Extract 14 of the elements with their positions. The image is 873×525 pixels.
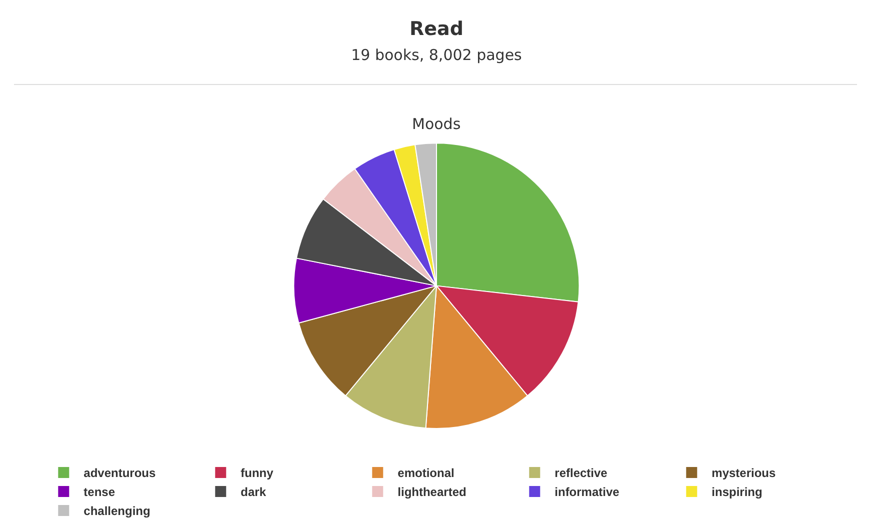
text: Moods <box>412 115 461 133</box>
legend-label: reflective <box>554 466 608 480</box>
legend-label: funny <box>240 466 274 480</box>
legend-label: adventurous <box>84 466 156 480</box>
legend-label: challenging <box>84 504 150 518</box>
legend-label: dark <box>240 485 266 500</box>
chart-title: Read <box>408 18 464 40</box>
legend-label: inspiring <box>712 485 762 500</box>
legend-label: tense <box>84 485 116 500</box>
legend-label: emotional <box>398 466 454 480</box>
chart-subtitle: 19 books, 8,002 pages <box>350 46 523 64</box>
legend-label: mysterious <box>712 466 776 480</box>
legend-label: lighthearted <box>398 485 466 500</box>
legend-label: informative <box>554 485 620 500</box>
